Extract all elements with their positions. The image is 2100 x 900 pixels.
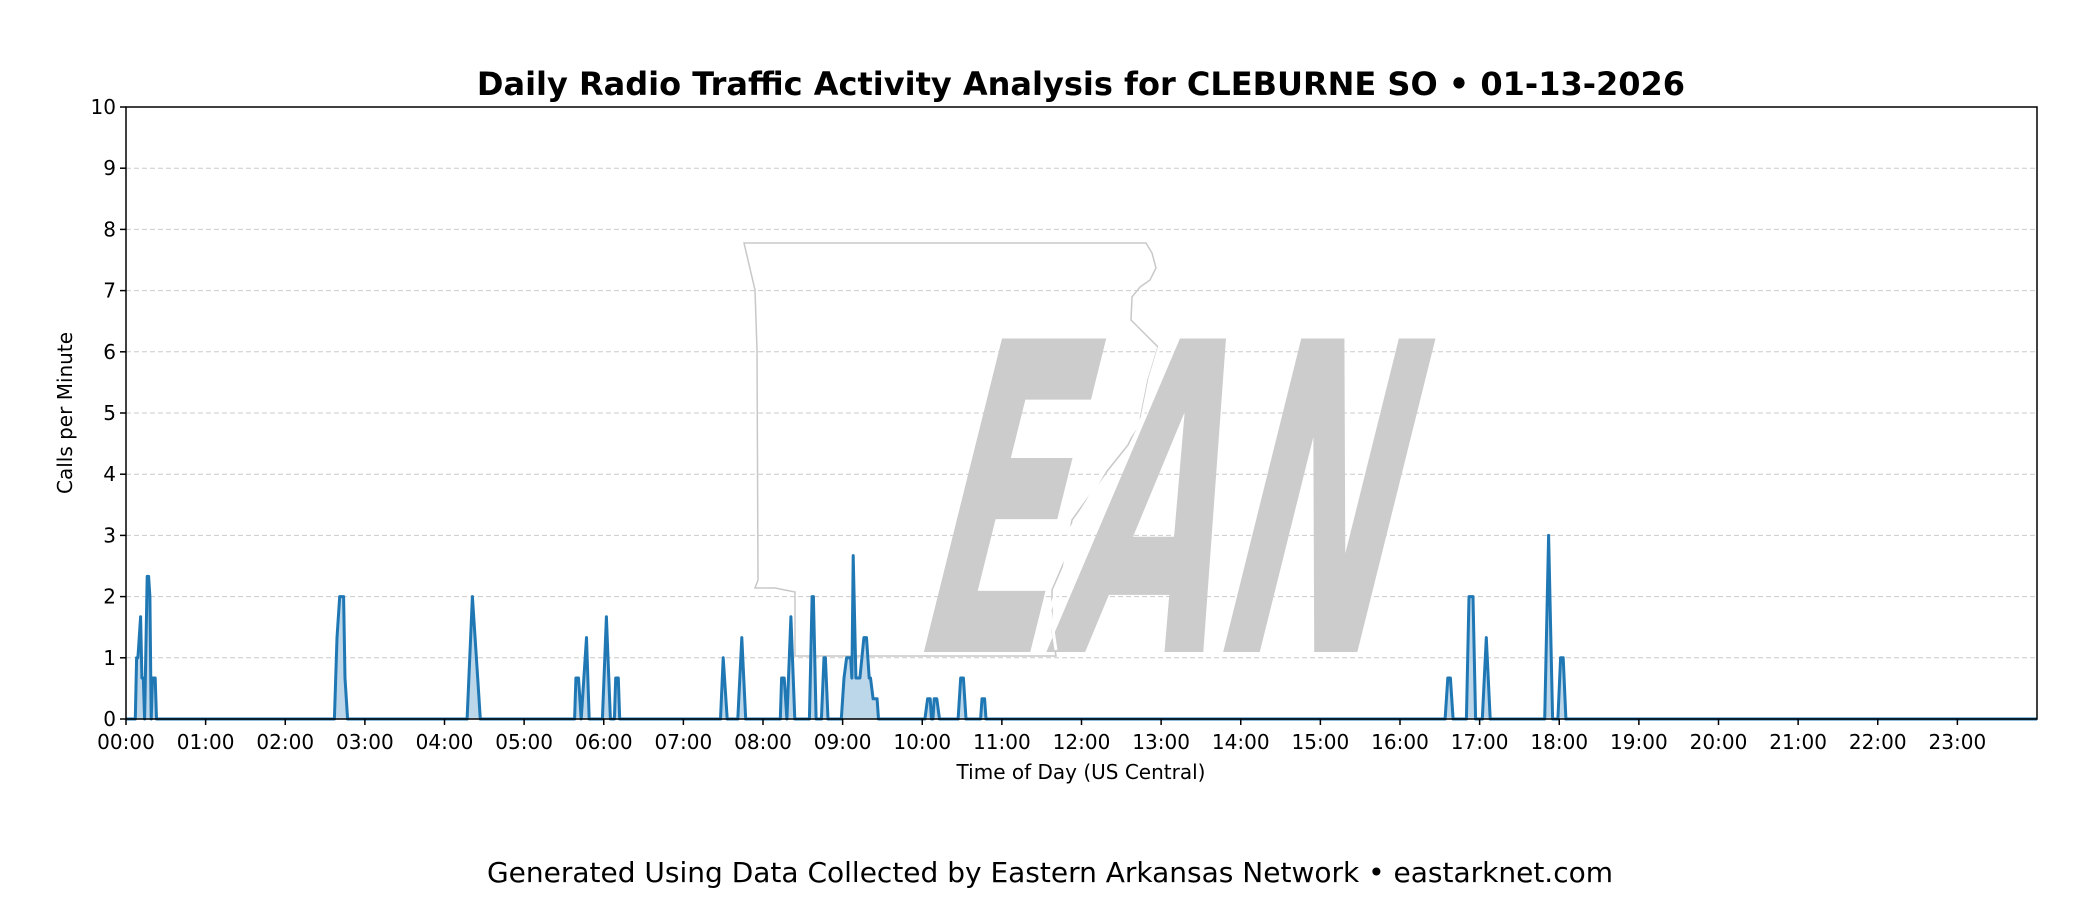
x-tick-label: 11:00 [973,730,1031,754]
x-tick-label: 12:00 [1053,730,1111,754]
y-tick-label: 0 [103,707,116,731]
x-tick-label: 01:00 [177,730,235,754]
x-tick-label: 21:00 [1769,730,1827,754]
x-tick-label: 05:00 [495,730,553,754]
x-tick-label: 17:00 [1451,730,1509,754]
grid-lines [126,167,2037,659]
x-tick-label: 09:00 [814,730,872,754]
x-axis-label: Time of Day (US Central) [956,760,1206,784]
y-tick-label: 2 [103,585,116,609]
x-tick-label: 02:00 [256,730,314,754]
x-tick-label: 07:00 [655,730,713,754]
y-tick-label: 10 [91,95,116,119]
x-tick-label: 14:00 [1212,730,1270,754]
x-tick-label: 18:00 [1530,730,1588,754]
x-tick-label: 08:00 [734,730,792,754]
y-tick-label: 6 [103,340,116,364]
y-tick-label: 8 [103,217,116,241]
x-tick-label: 06:00 [575,730,633,754]
y-tick-label: 7 [103,279,116,303]
x-tick-label: 10:00 [893,730,951,754]
y-tick-label: 4 [103,462,116,486]
x-tick-label: 23:00 [1929,730,1987,754]
y-tick-label: 5 [103,401,116,425]
x-axis: 00:00 01:00 02:00 03:00 04:00 05:00 06:00 07:00… [97,719,1986,754]
x-tick-label: 16:00 [1371,730,1429,754]
x-tick-label: 00:00 [97,730,155,754]
x-tick-label: 03:00 [336,730,394,754]
logo-letters: EAN [879,255,1475,755]
footer-credit: Generated Using Data Collected by Easter… [487,856,1613,889]
x-tick-label: 04:00 [416,730,474,754]
x-tick-label: 20:00 [1690,730,1748,754]
x-tick-label: 15:00 [1292,730,1350,754]
y-tick-label: 9 [103,156,116,180]
y-tick-label: 3 [103,523,116,547]
x-tick-label: 19:00 [1610,730,1668,754]
y-axis-label: Calls per Minute [53,332,77,494]
chart-title: Daily Radio Traffic Activity Analysis fo… [477,65,1685,103]
x-tick-label: 13:00 [1132,730,1190,754]
x-tick-label: 22:00 [1849,730,1907,754]
y-tick-label: 1 [103,646,116,670]
y-axis: 0 1 2 3 4 5 6 7 8 9 10 [91,95,126,731]
